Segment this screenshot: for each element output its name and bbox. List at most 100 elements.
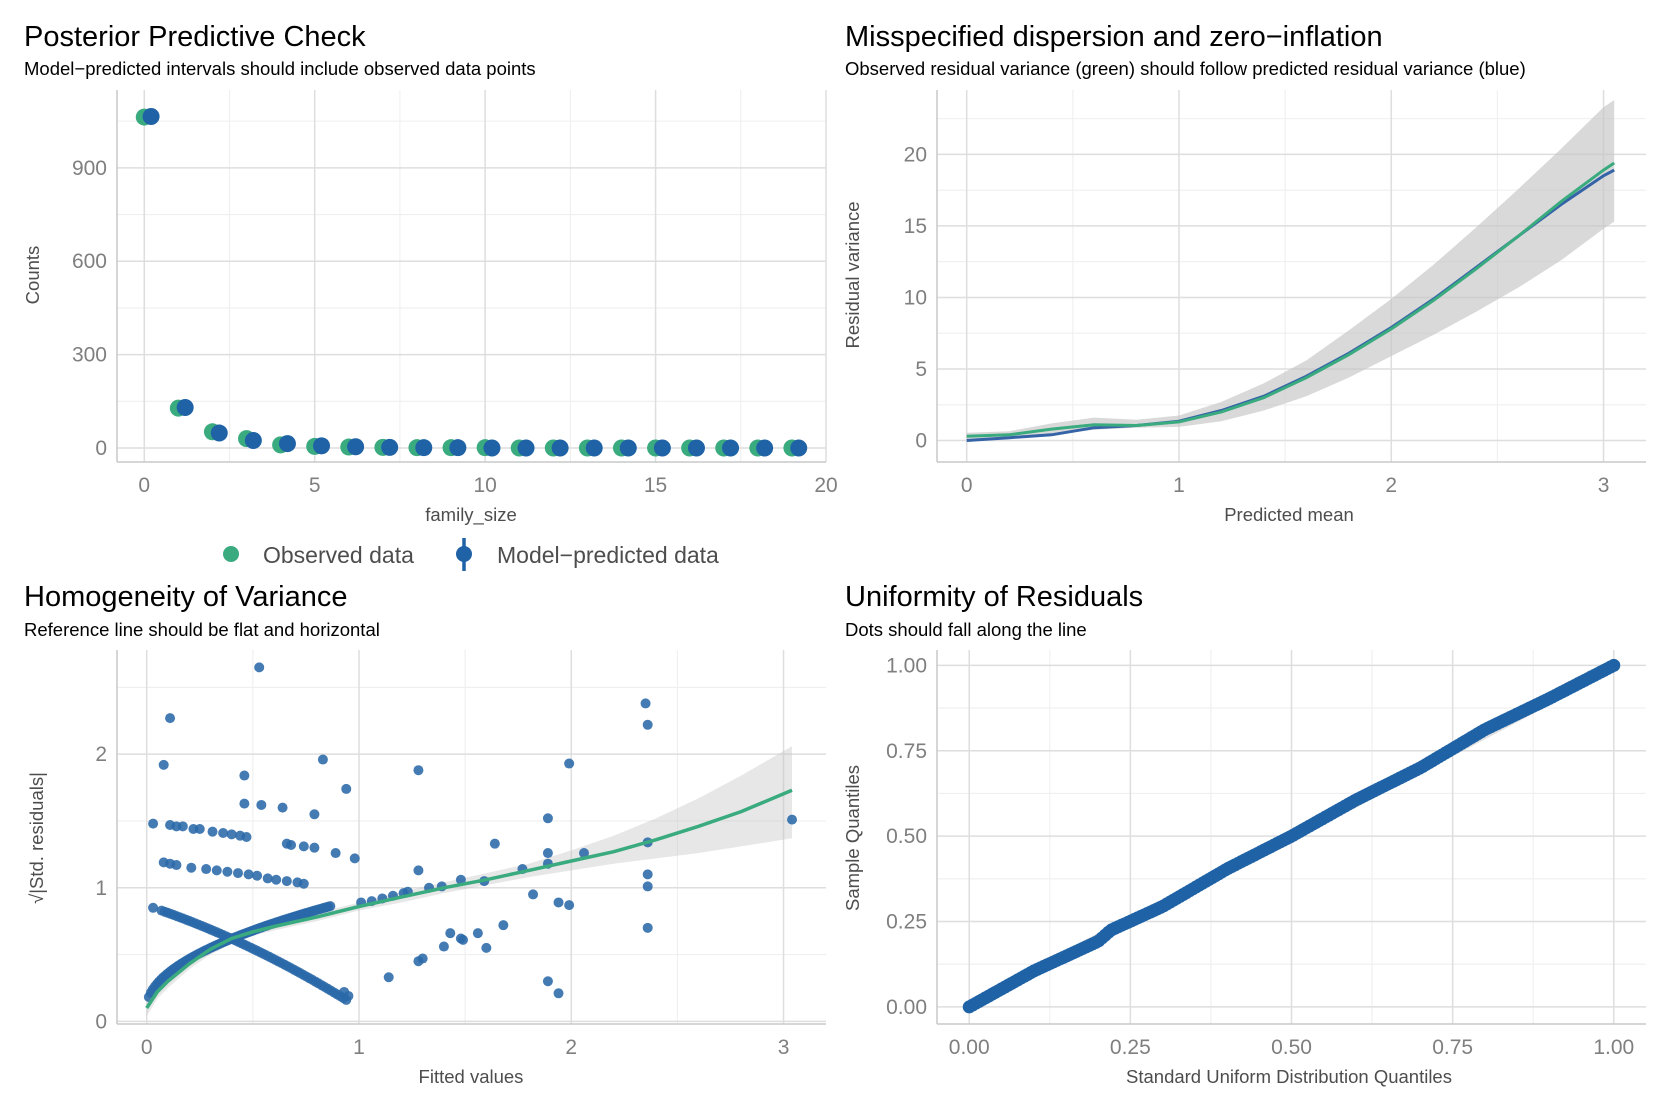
confidence-band: [146, 746, 792, 1016]
residual-point: [171, 860, 182, 871]
residual-point: [642, 869, 653, 880]
residual-point: [226, 829, 237, 840]
predicted-point: [313, 437, 331, 455]
y-tick-label: 15: [904, 215, 927, 238]
residual-point: [542, 848, 553, 859]
x-tick-label: 15: [644, 474, 667, 497]
residual-point: [542, 813, 553, 824]
residual-point: [642, 881, 653, 892]
residual-point: [194, 823, 205, 834]
residual-point: [177, 821, 188, 832]
ppc-y-tick-labels: 0 300 600 900: [72, 157, 107, 460]
x-tick-label: 0.75: [1432, 1036, 1473, 1059]
x-tick-label: 0.25: [1110, 1036, 1151, 1059]
x-tick-label: 1.00: [1593, 1036, 1634, 1059]
residual-point: [218, 827, 229, 838]
residual-point: [148, 818, 159, 829]
predicted-point: [653, 439, 671, 457]
y-tick-label: 20: [904, 143, 927, 166]
residual-point: [438, 941, 449, 952]
homogeneity-y-tick-labels: 0 1 2: [95, 743, 107, 1033]
homogeneity-panel: Homogeneity of Variance Reference line s…: [24, 581, 826, 1087]
ppc-title: Posterior Predictive Check: [24, 21, 366, 53]
predicted-point: [619, 439, 637, 457]
dispersion-y-label: Residual variance: [842, 201, 863, 348]
y-tick-label: 0.00: [886, 996, 927, 1019]
ppc-y-label: Counts: [22, 246, 43, 305]
y-tick-label: 0: [95, 1010, 107, 1033]
uniformity-subtitle: Dots should fall along the line: [845, 619, 1087, 640]
residual-point: [383, 972, 394, 983]
homogeneity-marks: [143, 662, 798, 1016]
residual-point: [553, 897, 564, 908]
residual-point: [186, 862, 197, 873]
residual-point: [165, 713, 176, 724]
residual-point: [222, 866, 233, 877]
predicted-point: [244, 432, 262, 450]
x-tick-label: 1: [353, 1036, 365, 1059]
y-tick-label: 2: [95, 743, 107, 766]
y-tick-label: 10: [904, 286, 927, 309]
residual-point: [339, 986, 350, 997]
y-tick-label: 0.25: [886, 911, 927, 934]
residual-point: [330, 848, 341, 859]
predicted-point: [415, 439, 433, 457]
reference-line: [145, 788, 793, 1009]
residual-point: [256, 799, 267, 810]
homogeneity-title: Homogeneity of Variance: [24, 581, 347, 613]
predicted-point: [381, 438, 399, 456]
y-tick-label: 5: [915, 358, 927, 381]
residual-point: [239, 770, 250, 781]
dispersion-x-label: Predicted mean: [1224, 504, 1354, 525]
dispersion-lines: [966, 100, 1616, 442]
predicted-point: [483, 439, 501, 457]
residual-point: [564, 900, 575, 911]
homogeneity-gridlines: [116, 650, 826, 1025]
residual-point: [277, 802, 288, 813]
ppc-gridlines: [116, 90, 827, 463]
residual-point: [286, 840, 297, 851]
predicted-point: [347, 438, 365, 456]
y-tick-label: 900: [72, 157, 107, 180]
residual-point: [148, 902, 159, 913]
residual-point: [281, 876, 292, 887]
y-tick-label: 0: [915, 430, 927, 453]
x-tick-label: 0: [961, 474, 973, 497]
observed-variance-line: [966, 161, 1616, 438]
residual-point: [341, 783, 352, 794]
dispersion-y-tick-labels: 0 5 10 15 20: [904, 143, 927, 452]
ppc-subtitle: Model−predicted intervals should include…: [24, 58, 536, 79]
residual-point: [542, 976, 553, 987]
legend-observed-key: [223, 546, 239, 562]
uniformity-panel: Uniformity of Residuals Dots should fall…: [842, 581, 1646, 1087]
predicted-point: [585, 439, 603, 457]
residual-point: [787, 814, 798, 825]
ppc-panel: Posterior Predictive Check Model−predict…: [22, 21, 838, 526]
predicted-point: [142, 107, 160, 125]
quantile-point: [1607, 658, 1621, 672]
residual-point: [207, 826, 218, 837]
predicted-point: [722, 439, 740, 457]
y-tick-label: 600: [72, 250, 107, 273]
residual-point: [489, 838, 500, 849]
dispersion-subtitle: Observed residual variance (green) shoul…: [845, 58, 1526, 79]
x-tick-label: 2: [1385, 474, 1397, 497]
residual-point: [271, 874, 282, 885]
residual-point: [201, 864, 212, 875]
residual-point: [472, 928, 483, 939]
residual-point: [262, 873, 273, 884]
predicted-point: [687, 439, 705, 457]
residual-point: [455, 874, 466, 885]
dispersion-gridlines: [936, 90, 1646, 463]
uniformity-title: Uniformity of Residuals: [845, 581, 1143, 613]
residual-point: [413, 865, 424, 876]
uniformity-x-tick-labels: 0.00 0.25 0.50 0.75 1.00: [949, 1036, 1634, 1059]
predicted-point: [449, 439, 467, 457]
residual-point: [458, 934, 469, 945]
x-tick-label: 3: [1598, 474, 1610, 497]
homogeneity-x-tick-labels: 0 1 2 3: [141, 1036, 790, 1059]
y-tick-label: 0.75: [886, 740, 927, 763]
residual-point: [211, 865, 222, 876]
y-tick-label: 1.00: [886, 654, 927, 677]
residual-point: [254, 662, 265, 673]
